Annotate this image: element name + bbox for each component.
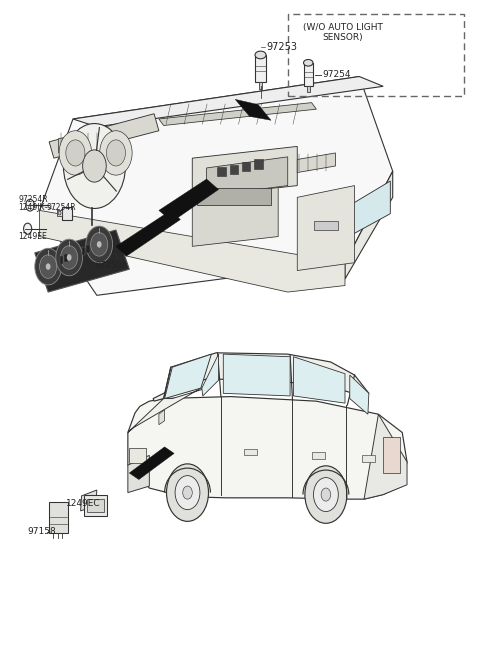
- Polygon shape: [202, 354, 218, 396]
- Circle shape: [67, 254, 72, 260]
- Polygon shape: [297, 153, 336, 173]
- Polygon shape: [192, 188, 278, 247]
- Bar: [312, 452, 325, 459]
- Bar: [217, 167, 226, 176]
- Bar: [64, 254, 68, 262]
- Polygon shape: [350, 375, 369, 414]
- Ellipse shape: [303, 60, 313, 66]
- Polygon shape: [128, 388, 206, 432]
- Circle shape: [46, 263, 50, 270]
- Bar: [57, 210, 62, 216]
- Text: 1249EE: 1249EE: [18, 232, 47, 241]
- Bar: [62, 207, 72, 220]
- Bar: [254, 159, 263, 169]
- Circle shape: [97, 241, 102, 248]
- Polygon shape: [159, 409, 165, 424]
- Polygon shape: [81, 490, 97, 511]
- Circle shape: [167, 464, 208, 522]
- Polygon shape: [59, 132, 107, 153]
- Polygon shape: [206, 157, 288, 196]
- Text: 1249EC: 1249EC: [66, 499, 100, 508]
- Circle shape: [35, 249, 61, 285]
- Polygon shape: [39, 211, 345, 292]
- Circle shape: [100, 131, 132, 175]
- Bar: [197, 188, 271, 205]
- Polygon shape: [159, 102, 316, 125]
- Text: 1249JK: 1249JK: [18, 203, 45, 212]
- Bar: [303, 63, 313, 87]
- Circle shape: [183, 486, 192, 499]
- Bar: [60, 256, 63, 264]
- Text: (W/O AUTO LIGHT: (W/O AUTO LIGHT: [303, 23, 383, 32]
- Circle shape: [175, 476, 200, 510]
- Circle shape: [313, 478, 338, 512]
- Bar: [129, 448, 146, 462]
- Bar: [86, 245, 90, 253]
- Polygon shape: [293, 357, 345, 403]
- Circle shape: [63, 123, 125, 209]
- Bar: [84, 495, 108, 516]
- Bar: [242, 162, 251, 171]
- Circle shape: [58, 211, 61, 215]
- Circle shape: [39, 255, 57, 278]
- Polygon shape: [165, 354, 211, 399]
- Polygon shape: [49, 113, 159, 158]
- Bar: [255, 55, 266, 83]
- Bar: [82, 247, 85, 255]
- Polygon shape: [352, 181, 390, 235]
- Polygon shape: [192, 146, 297, 197]
- Bar: [288, 14, 464, 96]
- Circle shape: [24, 223, 32, 234]
- Bar: [307, 87, 310, 92]
- Circle shape: [83, 150, 106, 182]
- Polygon shape: [153, 353, 369, 401]
- Text: 97158: 97158: [28, 527, 56, 537]
- Bar: [229, 165, 238, 174]
- Polygon shape: [297, 186, 355, 270]
- Bar: [383, 437, 400, 473]
- Circle shape: [305, 466, 347, 523]
- Text: SENSOR): SENSOR): [322, 33, 363, 42]
- Ellipse shape: [255, 51, 266, 59]
- Polygon shape: [73, 77, 383, 127]
- Text: 97253: 97253: [266, 42, 297, 52]
- Circle shape: [91, 233, 108, 256]
- Polygon shape: [35, 230, 129, 292]
- Circle shape: [66, 140, 85, 166]
- Circle shape: [56, 239, 83, 276]
- Polygon shape: [159, 179, 218, 222]
- Bar: [259, 83, 263, 89]
- Polygon shape: [129, 447, 174, 480]
- Polygon shape: [128, 455, 149, 493]
- Text: 97254R: 97254R: [18, 195, 48, 204]
- Bar: [362, 455, 375, 462]
- Bar: [314, 221, 338, 230]
- Circle shape: [59, 131, 92, 175]
- Polygon shape: [116, 211, 180, 256]
- Polygon shape: [223, 354, 290, 396]
- Text: 97250A: 97250A: [96, 262, 128, 270]
- Polygon shape: [128, 397, 407, 499]
- Bar: [244, 449, 257, 455]
- Text: 97254: 97254: [322, 70, 350, 79]
- Circle shape: [86, 226, 113, 262]
- Polygon shape: [235, 99, 271, 120]
- Circle shape: [321, 488, 331, 501]
- Polygon shape: [39, 77, 393, 295]
- Polygon shape: [345, 171, 393, 279]
- Bar: [49, 502, 68, 533]
- Text: 97254R: 97254R: [46, 203, 76, 212]
- Polygon shape: [364, 414, 407, 499]
- Bar: [87, 499, 104, 512]
- Circle shape: [26, 199, 34, 211]
- Circle shape: [107, 140, 125, 166]
- Circle shape: [60, 246, 78, 269]
